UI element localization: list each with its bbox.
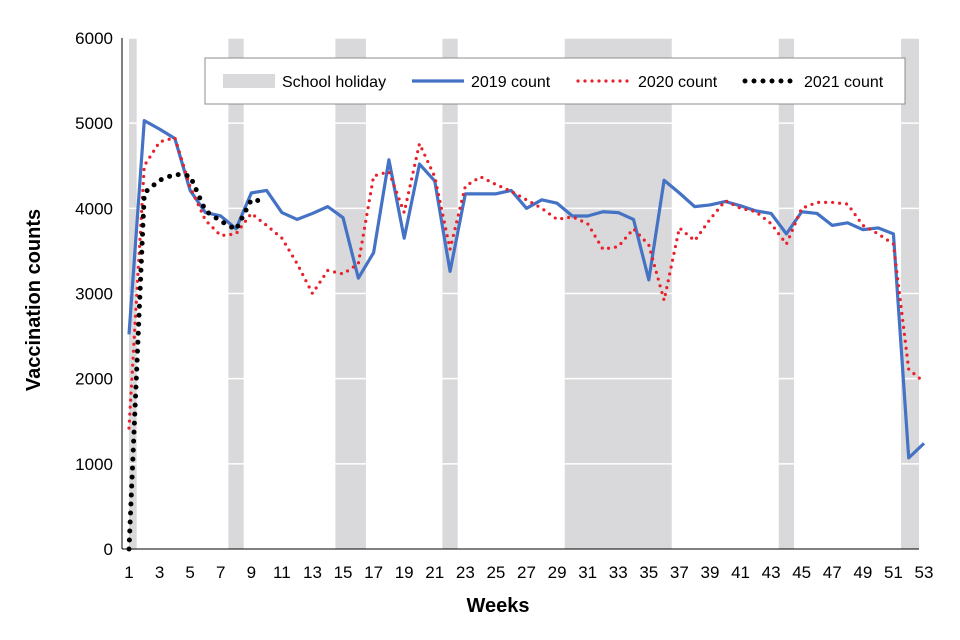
y-tick-label: 0 xyxy=(104,540,113,559)
x-tick-label: 31 xyxy=(578,563,597,582)
x-tick-label: 7 xyxy=(216,563,225,582)
x-tick-label: 21 xyxy=(425,563,444,582)
x-tick-label: 47 xyxy=(823,563,842,582)
x-tick-label: 23 xyxy=(456,563,475,582)
x-tick-label: 41 xyxy=(731,563,750,582)
x-tick-label: 43 xyxy=(762,563,781,582)
x-tick-label: 19 xyxy=(395,563,414,582)
series-line-2020 xyxy=(127,136,926,430)
legend-label-2019: 2019 count xyxy=(471,74,551,91)
x-tick-label: 3 xyxy=(155,563,164,582)
y-axis-title: Vaccination counts xyxy=(23,209,45,391)
x-tick-label: 27 xyxy=(517,563,536,582)
x-tick-label: 5 xyxy=(185,563,194,582)
legend-label-2021: 2021 count xyxy=(804,74,884,91)
legend: School holiday 2019 count 2020 count 202… xyxy=(204,57,906,105)
x-tick-label: 25 xyxy=(486,563,505,582)
x-tick-label: 51 xyxy=(884,563,903,582)
x-tick-label: 53 xyxy=(915,563,934,582)
x-tick-label: 1 xyxy=(124,563,133,582)
legend-label-school-holiday: School holiday xyxy=(282,74,386,91)
x-tick-label: 35 xyxy=(639,563,658,582)
legend-swatch-school-holiday xyxy=(223,74,275,88)
y-tick-label: 2000 xyxy=(75,370,113,389)
y-tick-label: 5000 xyxy=(75,114,113,133)
x-axis-title: Weeks xyxy=(466,595,529,617)
x-tick-label: 39 xyxy=(701,563,720,582)
x-tick-label: 33 xyxy=(609,563,628,582)
x-tick-label: 29 xyxy=(548,563,567,582)
x-tick-label: 49 xyxy=(853,563,872,582)
axes xyxy=(121,38,919,550)
x-tick-label: 45 xyxy=(792,563,811,582)
series-lines xyxy=(126,119,926,552)
y-tick-label: 6000 xyxy=(75,29,113,48)
x-tick-label: 13 xyxy=(303,563,322,582)
gridlines xyxy=(122,37,919,465)
x-tick-label: 9 xyxy=(247,563,256,582)
y-tick-label: 1000 xyxy=(75,455,113,474)
y-tick-label: 4000 xyxy=(75,199,113,218)
x-tick-label: 37 xyxy=(670,563,689,582)
x-tick-label: 15 xyxy=(334,563,353,582)
legend-label-2020: 2020 count xyxy=(638,74,718,91)
series-line-2019 xyxy=(127,119,926,460)
x-tick-label: 11 xyxy=(273,563,291,582)
x-tick-label: 17 xyxy=(364,563,383,582)
y-tick-label: 3000 xyxy=(75,285,113,304)
